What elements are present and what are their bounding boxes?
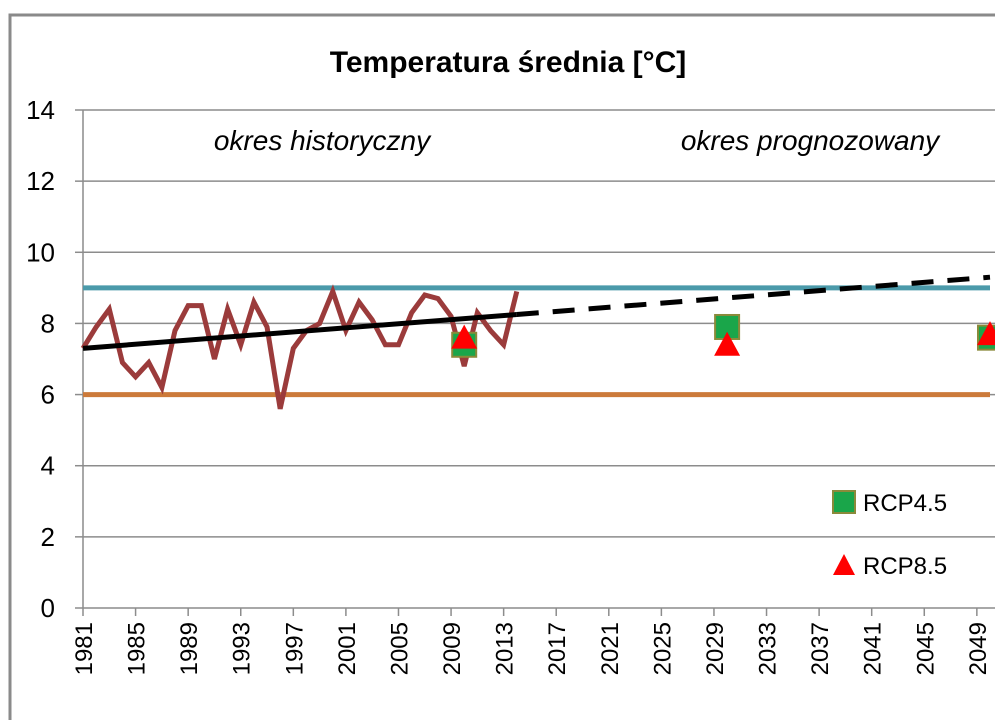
legend-item: RCP8.5	[833, 553, 947, 580]
x-tick-label: 2017	[544, 622, 571, 675]
x-tick-label: 2033	[755, 622, 782, 675]
series-line	[82, 312, 517, 351]
x-tick-label: 2049	[965, 622, 992, 675]
x-tick-label: 1997	[281, 622, 308, 675]
series-line	[516, 274, 991, 318]
x-tick-label: 1989	[176, 622, 203, 675]
annotation: okres prognozowany	[681, 125, 941, 156]
legend-label: RCP8.5	[863, 553, 947, 580]
plot: 0 2 4 6 8 10 12 14 1981 1985 1989 1993 1997 2001 2005 2…	[26, 95, 995, 675]
y-tick-label: 12	[26, 166, 55, 196]
y-tick-label: 10	[26, 237, 55, 267]
x-tick-label: 2041	[860, 622, 887, 675]
x-tick-label: 2021	[597, 622, 624, 675]
x-tick-label: 1985	[124, 622, 151, 675]
marker-triangle	[451, 324, 478, 349]
x-tick-label: 2037	[807, 622, 834, 675]
x-tick-label: 2009	[439, 622, 466, 675]
x-tick-label: 2025	[649, 622, 676, 675]
x-tick-label: 2005	[386, 622, 413, 675]
y-tick-label: 4	[41, 451, 55, 481]
x-tick-label: 1993	[229, 622, 256, 675]
y-tick-label: 6	[41, 380, 55, 410]
legend-item: RCP4.5	[832, 490, 947, 517]
y-tick-label: 14	[26, 95, 55, 125]
series-line	[80, 284, 520, 410]
x-tick-label: 1981	[71, 622, 98, 675]
marker-triangle	[977, 321, 995, 346]
marker-triangle	[714, 331, 741, 356]
legend-swatch	[833, 554, 855, 575]
legend-label: RCP4.5	[863, 490, 947, 517]
chart-title: Temperatura średnia [°C]	[330, 46, 687, 79]
x-tick-label: 2029	[702, 622, 729, 675]
legend-swatch	[832, 490, 856, 514]
x-tick-label: 2001	[334, 622, 361, 675]
y-tick-label: 8	[41, 308, 55, 338]
chart-border	[8, 13, 995, 725]
y-tick-label: 2	[41, 522, 55, 552]
x-tick-label: 2013	[492, 622, 519, 675]
y-tick-label: 0	[41, 593, 55, 623]
annotation: okres historyczny	[214, 125, 432, 156]
x-tick-label: 2045	[912, 622, 939, 675]
